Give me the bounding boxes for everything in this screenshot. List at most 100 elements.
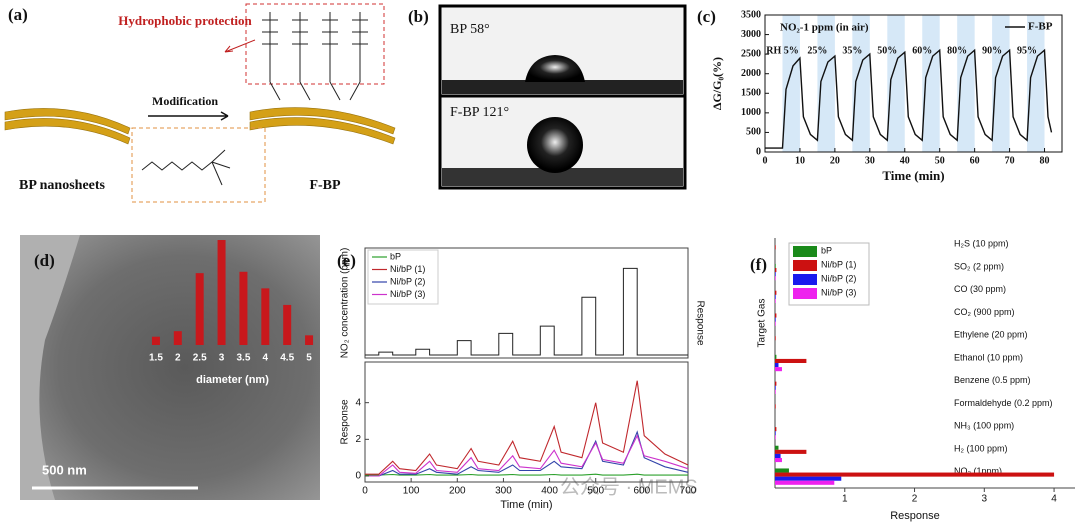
- response-line: [765, 48, 1053, 149]
- bar: [775, 263, 776, 268]
- rh-label: RH 5%: [766, 45, 799, 56]
- x-tick-label: 4: [263, 353, 269, 364]
- x-tick-label: 0: [362, 486, 368, 497]
- x-tick-label: 60: [970, 155, 980, 166]
- legend-label: Ni/bP (3): [390, 289, 425, 299]
- legend-swatch: [793, 274, 817, 285]
- x-tick-label: 80: [1040, 155, 1050, 166]
- category-label: SO₂ (2 ppm): [954, 261, 1004, 271]
- panel-label: (c): [697, 7, 716, 26]
- rh-label: 35%: [842, 45, 862, 56]
- legend-swatch: [793, 260, 817, 271]
- bar: [775, 358, 807, 363]
- y-axis-label-top: NO₂ concentration (ppm): [340, 248, 351, 359]
- category-label: Ethanol (10 ppm): [954, 352, 1023, 362]
- y-axis-label: Target Gas: [757, 299, 768, 348]
- legend-swatch: [793, 246, 817, 257]
- bar: [775, 476, 842, 481]
- bar: [775, 367, 782, 372]
- y2-axis-label: Response: [694, 300, 705, 345]
- x-tick-label: 200: [449, 486, 466, 497]
- substrate-bottom: [442, 168, 683, 186]
- y-tick-label: 2500: [741, 48, 761, 59]
- x-tick-label: 5: [306, 353, 312, 364]
- legend-swatch: [793, 288, 817, 299]
- y-tick-label: 2: [355, 434, 361, 445]
- x-axis-label: Time (min): [500, 499, 552, 511]
- x-tick-label: 40: [900, 155, 910, 166]
- legend-label: bP: [390, 251, 401, 261]
- bar: [775, 290, 777, 295]
- category-label: Benzene (0.5 ppm): [954, 375, 1031, 385]
- legend-label: Ni/bP (1): [390, 264, 425, 274]
- left-label: BP nanosheets: [19, 178, 106, 193]
- tem-image: [20, 235, 320, 500]
- x-tick-label: 100: [403, 486, 420, 497]
- x-tick-label: 500: [587, 486, 604, 497]
- bar: [239, 271, 248, 345]
- fluoro-chains: [262, 12, 368, 101]
- bar: [775, 321, 776, 326]
- response-line: [365, 430, 689, 477]
- panel-a: (a) Hydrophobic protection Modification …: [4, 3, 396, 203]
- bar: [775, 276, 776, 281]
- response-line: [365, 380, 689, 475]
- bar: [775, 472, 1055, 477]
- legend-label: F-BP: [1028, 21, 1053, 33]
- tem-background: [20, 235, 80, 500]
- category-label: NH₃ (100 ppm): [954, 421, 1014, 431]
- bar: [775, 480, 835, 485]
- bar: [261, 288, 270, 345]
- bar: [195, 273, 204, 345]
- bar: [775, 458, 782, 463]
- bar: [305, 335, 314, 345]
- y-tick-label: 2000: [741, 68, 761, 79]
- exposure-band: [852, 15, 870, 152]
- y-tick-label: 0: [355, 471, 361, 482]
- plot-frame: [764, 14, 1063, 153]
- bar: [283, 304, 292, 345]
- category-label: H₂ (100 ppm): [954, 443, 1008, 453]
- legend-label: Ni/bP (2): [821, 273, 856, 283]
- legend-label: Ni/bP (1): [821, 259, 856, 269]
- x-tick-label: 20: [830, 155, 840, 166]
- x-tick-label: 10: [795, 155, 805, 166]
- x-axis-label: Time (min): [882, 168, 944, 183]
- exposure-band: [1027, 15, 1045, 152]
- x-tick-label: 3: [219, 353, 225, 364]
- bar: [775, 298, 776, 303]
- plot-frame-top: [364, 247, 689, 359]
- x-tick-label: 700: [680, 486, 697, 497]
- bar: [775, 468, 789, 473]
- bar: [173, 331, 182, 345]
- bar: [775, 313, 777, 318]
- y-tick-label: 1500: [741, 88, 761, 99]
- x-tick-label: 2: [912, 494, 918, 505]
- panel-label: (a): [8, 5, 28, 24]
- exposure-band: [957, 15, 975, 152]
- plot-frame-bottom: [364, 361, 689, 483]
- x-tick-label: 3: [982, 494, 988, 505]
- bar: [775, 404, 776, 409]
- category-label: CO₂ (900 ppm): [954, 307, 1015, 317]
- bar: [775, 449, 807, 454]
- rh-label: 90%: [982, 45, 1002, 56]
- x-tick-label: 4.5: [280, 353, 294, 364]
- category-label: CO (30 ppm): [954, 284, 1006, 294]
- protection-arrow: [224, 39, 256, 53]
- bar: [775, 317, 776, 322]
- silane-box: [131, 127, 266, 203]
- y-tick-label: 500: [746, 127, 761, 138]
- panel-label: (d): [34, 251, 55, 270]
- category-label: NO₂ (1ppm): [954, 466, 1002, 476]
- y-tick-label: 3500: [741, 9, 761, 20]
- bar: [775, 389, 776, 394]
- y-tick-label: 3000: [741, 29, 761, 40]
- x-tick-label: 3.5: [236, 353, 250, 364]
- x-axis-label: Response: [890, 510, 940, 522]
- bar: [775, 363, 779, 368]
- legend-label: Ni/bP (3): [821, 287, 856, 297]
- bar: [775, 453, 781, 458]
- bar: [775, 354, 777, 359]
